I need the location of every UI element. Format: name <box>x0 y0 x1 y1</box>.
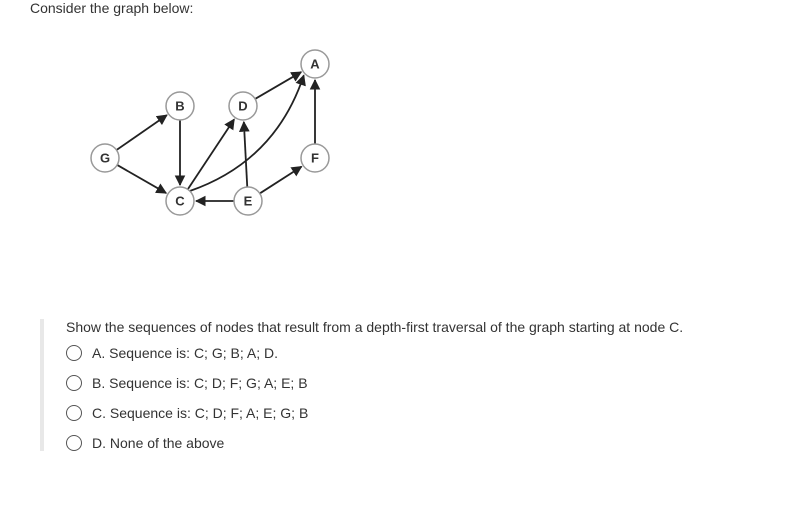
svg-text:E: E <box>244 194 253 209</box>
radio-icon <box>66 435 82 451</box>
option-label: A. Sequence is: C; G; B; A; D. <box>92 345 278 361</box>
option-a[interactable]: A. Sequence is: C; G; B; A; D. <box>66 345 757 361</box>
spacer <box>40 259 747 289</box>
radio-icon <box>66 405 82 421</box>
svg-text:G: G <box>100 151 110 166</box>
option-c[interactable]: C. Sequence is: C; D; F; A; E; G; B <box>66 405 757 421</box>
svg-text:C: C <box>175 194 185 209</box>
svg-text:D: D <box>238 99 247 114</box>
svg-text:F: F <box>311 151 319 166</box>
graph-svg: A B D G F C E <box>80 36 370 236</box>
option-label: B. Sequence is: C; D; F; G; A; E; B <box>92 375 308 391</box>
option-b[interactable]: B. Sequence is: C; D; F; G; A; E; B <box>66 375 757 391</box>
option-label: C. Sequence is: C; D; F; A; E; G; B <box>92 405 308 421</box>
option-d[interactable]: D. None of the above <box>66 435 757 451</box>
option-label: D. None of the above <box>92 435 224 451</box>
prompt-text: Consider the graph below: <box>30 0 757 16</box>
radio-icon <box>66 375 82 391</box>
question-block: Show the sequences of nodes that result … <box>40 319 757 451</box>
question-text: Show the sequences of nodes that result … <box>66 319 757 335</box>
svg-text:A: A <box>310 57 320 72</box>
svg-text:B: B <box>175 99 184 114</box>
graph-diagram: A B D G F C E <box>80 36 757 239</box>
radio-icon <box>66 345 82 361</box>
